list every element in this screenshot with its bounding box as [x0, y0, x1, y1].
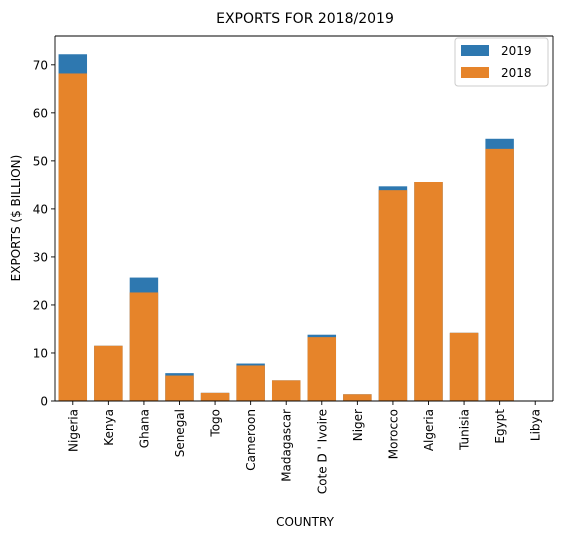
y-tick-label: 50 [33, 154, 48, 168]
y-tick-label: 70 [33, 58, 48, 72]
plot-area: 0 10 20 30 40 50 60 70 Nigeria Kenya Ghana Senegal T… [33, 35, 554, 494]
bar-2018-cote-d-ivoire [307, 337, 337, 402]
x-tick-label: Madagascar [280, 409, 294, 482]
x-tick-label: Morocco [386, 409, 400, 459]
legend-swatch-2019 [461, 45, 489, 56]
axes-frame [54, 35, 554, 402]
bar-2018-algeria [414, 182, 443, 401]
y-tick-label: 0 [40, 395, 48, 409]
bar-2018-tunisia [449, 332, 479, 401]
bar-2018-senegal [165, 375, 194, 401]
x-tick-label: Algeria [422, 409, 436, 451]
bar-2018-morocco [378, 190, 408, 401]
x-tick-label: Niger [351, 409, 365, 441]
bar-2018-egypt [485, 148, 514, 401]
bar-2018-niger [343, 394, 372, 401]
legend-label-2019: 2019 [501, 44, 532, 58]
series-2018 [58, 73, 514, 402]
bar-2018-madagascar [271, 380, 301, 401]
x-tick-label: Ghana [137, 409, 151, 448]
bar-2018-ghana [129, 292, 159, 401]
x-axis-label: COUNTRY [276, 515, 334, 529]
x-tick-label: Libya [529, 409, 543, 441]
y-tick-label: 40 [33, 202, 48, 216]
bar-2018-kenya [94, 345, 123, 401]
x-tick-label: Kenya [102, 409, 116, 446]
y-tick-label: 60 [33, 106, 48, 120]
y-axis-label: EXPORTS ($ BILLION) [9, 155, 23, 282]
bar-2018-nigeria [58, 73, 88, 402]
x-tick-label: Egypt [493, 409, 507, 444]
legend-label-2018: 2018 [501, 66, 532, 80]
x-tick-label: Cameroon [244, 409, 258, 471]
series-2019 [58, 54, 514, 401]
legend: 2019 2018 [454, 37, 549, 87]
x-tick-label: Tunisia [458, 409, 472, 451]
y-tick-label: 30 [33, 250, 48, 264]
x-tick-label: Senegal [173, 409, 187, 457]
bar-2018-cameroon [236, 365, 265, 401]
bar-2018-togo [200, 392, 230, 401]
x-tick-label: Cote D ' Ivoire [315, 409, 329, 494]
y-tick-label: 10 [33, 346, 48, 360]
legend-swatch-2018 [461, 67, 489, 78]
y-tick-label: 20 [33, 298, 48, 312]
chart-title: EXPORTS FOR 2018/2019 [216, 11, 394, 27]
x-tick-label: Togo [209, 409, 223, 438]
x-tick-label: Nigeria [66, 409, 80, 452]
